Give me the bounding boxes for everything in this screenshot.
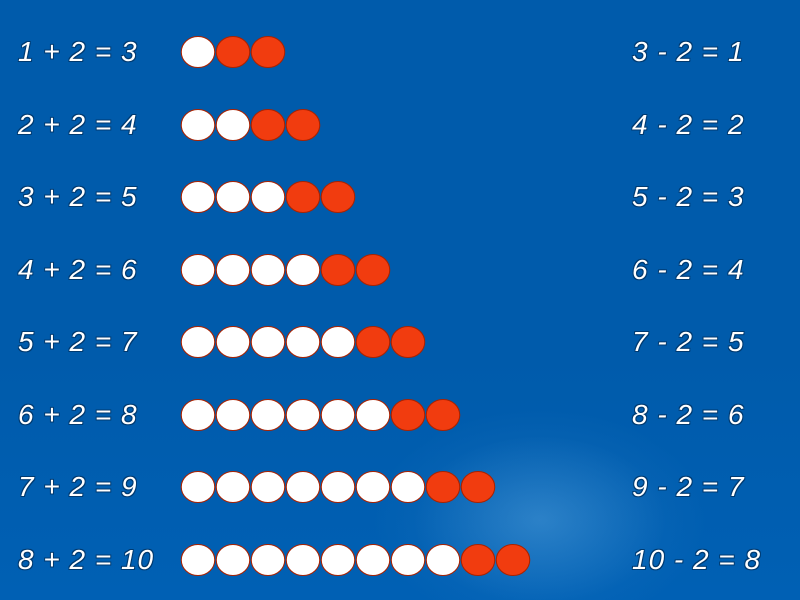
white-circle-icon	[356, 544, 391, 576]
red-circle-icon	[461, 544, 496, 576]
white-circle-icon	[391, 544, 426, 576]
addition-equation: 6 + 2 = 8	[18, 399, 180, 431]
white-circle-icon	[216, 399, 251, 431]
red-circle-icon	[321, 254, 356, 286]
white-circle-icon	[321, 471, 356, 503]
red-circle-icon	[391, 326, 426, 358]
white-circle-icon	[216, 326, 251, 358]
addition-equation: 3 + 2 = 5	[18, 181, 180, 213]
math-table: 1 + 2 = 3 3 - 2 = 1 2 + 2 = 4 4 - 2 = 2 3 + …	[0, 0, 800, 600]
equation-row: 4 + 2 = 6 6 - 2 = 4	[18, 240, 782, 300]
white-circle-icon	[426, 544, 461, 576]
subtraction-equation: 9 - 2 = 7	[632, 471, 782, 503]
white-circle-icon	[216, 471, 251, 503]
counter-circles	[180, 181, 632, 213]
white-circle-icon	[321, 544, 356, 576]
red-circle-icon	[391, 399, 426, 431]
white-circle-icon	[181, 544, 216, 576]
white-circle-icon	[251, 399, 286, 431]
subtraction-equation: 10 - 2 = 8	[632, 544, 782, 576]
red-circle-icon	[251, 36, 286, 68]
equation-row: 1 + 2 = 3 3 - 2 = 1	[18, 22, 782, 82]
red-circle-icon	[426, 399, 461, 431]
white-circle-icon	[181, 36, 216, 68]
addition-equation: 2 + 2 = 4	[18, 109, 180, 141]
white-circle-icon	[251, 181, 286, 213]
white-circle-icon	[181, 471, 216, 503]
red-circle-icon	[321, 181, 356, 213]
white-circle-icon	[286, 471, 321, 503]
white-circle-icon	[181, 399, 216, 431]
subtraction-equation: 3 - 2 = 1	[632, 36, 782, 68]
equation-row: 3 + 2 = 5 5 - 2 = 3	[18, 167, 782, 227]
white-circle-icon	[181, 109, 216, 141]
subtraction-equation: 8 - 2 = 6	[632, 399, 782, 431]
white-circle-icon	[251, 326, 286, 358]
red-circle-icon	[251, 109, 286, 141]
addition-equation: 4 + 2 = 6	[18, 254, 180, 286]
red-circle-icon	[426, 471, 461, 503]
red-circle-icon	[216, 36, 251, 68]
white-circle-icon	[286, 254, 321, 286]
subtraction-equation: 7 - 2 = 5	[632, 326, 782, 358]
white-circle-icon	[181, 326, 216, 358]
white-circle-icon	[251, 254, 286, 286]
counter-circles	[180, 544, 632, 576]
equation-row: 7 + 2 = 9 9 - 2 = 7	[18, 457, 782, 517]
counter-circles	[180, 399, 632, 431]
white-circle-icon	[216, 544, 251, 576]
white-circle-icon	[216, 181, 251, 213]
white-circle-icon	[321, 326, 356, 358]
counter-circles	[180, 471, 632, 503]
white-circle-icon	[391, 471, 426, 503]
red-circle-icon	[286, 109, 321, 141]
counter-circles	[180, 326, 632, 358]
equation-row: 5 + 2 = 7 7 - 2 = 5	[18, 312, 782, 372]
addition-equation: 5 + 2 = 7	[18, 326, 180, 358]
white-circle-icon	[181, 254, 216, 286]
white-circle-icon	[286, 544, 321, 576]
counter-circles	[180, 109, 632, 141]
red-circle-icon	[496, 544, 531, 576]
red-circle-icon	[461, 471, 496, 503]
subtraction-equation: 5 - 2 = 3	[632, 181, 782, 213]
addition-equation: 1 + 2 = 3	[18, 36, 180, 68]
equation-row: 8 + 2 = 10 10 - 2 = 8	[18, 530, 782, 590]
white-circle-icon	[181, 181, 216, 213]
white-circle-icon	[321, 399, 356, 431]
red-circle-icon	[356, 326, 391, 358]
red-circle-icon	[356, 254, 391, 286]
equation-row: 6 + 2 = 8 8 - 2 = 6	[18, 385, 782, 445]
red-circle-icon	[286, 181, 321, 213]
equation-row: 2 + 2 = 4 4 - 2 = 2	[18, 95, 782, 155]
white-circle-icon	[251, 471, 286, 503]
addition-equation: 7 + 2 = 9	[18, 471, 180, 503]
white-circle-icon	[216, 254, 251, 286]
white-circle-icon	[286, 326, 321, 358]
addition-equation: 8 + 2 = 10	[18, 544, 180, 576]
subtraction-equation: 4 - 2 = 2	[632, 109, 782, 141]
white-circle-icon	[286, 399, 321, 431]
white-circle-icon	[251, 544, 286, 576]
counter-circles	[180, 254, 632, 286]
counter-circles	[180, 36, 632, 68]
white-circle-icon	[216, 109, 251, 141]
white-circle-icon	[356, 399, 391, 431]
white-circle-icon	[356, 471, 391, 503]
subtraction-equation: 6 - 2 = 4	[632, 254, 782, 286]
